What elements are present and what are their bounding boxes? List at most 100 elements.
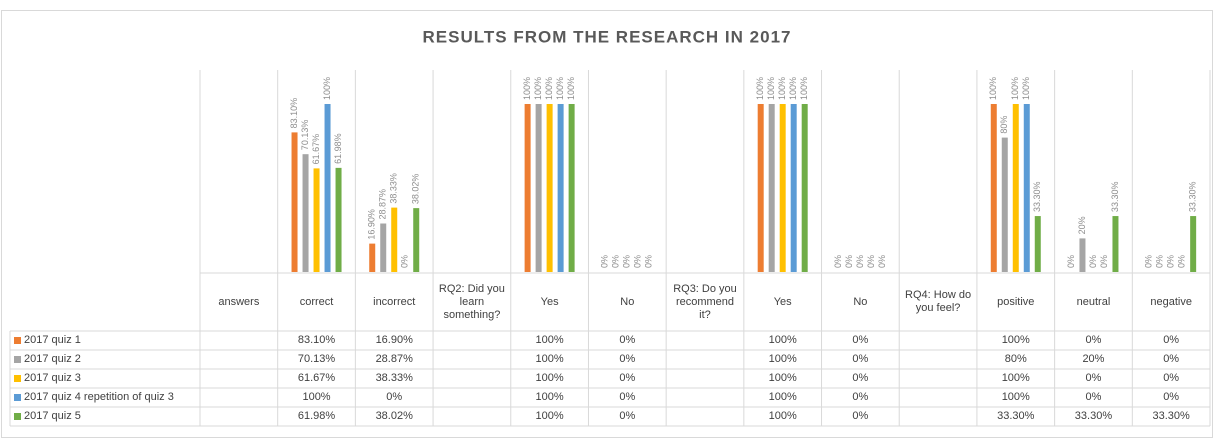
data-label: 0% [1177,255,1187,268]
table-value: 0% [852,410,869,422]
table-value: 100% [768,334,797,346]
bar [990,104,997,272]
legend-label: 2017 quiz 1 [24,334,81,346]
bar [1012,104,1019,272]
data-label: 0% [1088,255,1098,268]
data-label: 100% [555,77,565,100]
bar [1112,216,1119,272]
table-value: 0% [386,391,403,403]
bar [557,104,564,272]
data-label: 100% [988,77,998,100]
data-label: 38.02% [411,174,421,205]
data-label: 70.13% [300,120,310,151]
data-label: 16.90% [367,209,377,240]
data-label: 0% [1166,255,1176,268]
table-value: 83.10% [297,334,336,346]
table-value: 100% [768,353,797,365]
legend-label: 2017 quiz 4 repetition of quiz 3 [24,391,174,403]
bar [768,104,775,272]
data-label: 28.87% [378,189,388,220]
data-label: 100% [322,77,332,100]
data-label: 100% [799,77,809,100]
data-label: 100% [544,77,554,100]
data-label: 0% [400,255,410,268]
data-label: 0% [855,255,865,268]
table-value: 80% [1004,353,1027,365]
bar [413,208,420,272]
bar [757,104,764,272]
data-label: 0% [633,255,643,268]
data-label: 61.98% [333,133,343,164]
table-value: 0% [619,372,636,384]
table-value: 0% [852,334,869,346]
bar [1190,216,1197,272]
bar [380,223,387,272]
table-value: 100% [535,391,564,403]
data-label: 0% [1066,255,1076,268]
table-value: 0% [619,353,636,365]
table-value: 70.13% [297,353,336,365]
table-value: 28.87% [375,353,413,365]
table-value: 0% [852,353,869,365]
category-label: correct [299,295,334,308]
category-label: Yes [540,295,559,308]
category-label: RQ2: Did you learn something? [438,282,505,321]
data-label: 100% [522,77,532,100]
data-label: 33.30% [1188,182,1198,213]
table-value: 0% [1085,334,1102,346]
data-label: 33.30% [1032,182,1042,213]
data-label: 33.30% [1110,182,1120,213]
bar [313,168,320,272]
bar [1079,238,1086,272]
table-value: 16.90% [375,334,413,346]
category-label: neutral [1076,295,1111,308]
legend-swatch [14,375,21,382]
table-value: 0% [619,334,636,346]
bar [568,104,575,272]
data-label: 0% [1155,255,1165,268]
legend-swatch [14,413,21,420]
table-value: 100% [768,391,797,403]
table-value: 0% [852,391,869,403]
table-value: 100% [1001,372,1030,384]
category-label: negative [1150,295,1192,308]
data-label: 0% [622,255,632,268]
data-label: 100% [566,77,576,100]
data-label: 0% [1144,255,1154,268]
category-label: RQ4: How do you feel? [905,289,972,314]
table-value: 100% [535,372,564,384]
data-label: 83.10% [289,98,299,129]
bar [291,132,298,272]
data-label: 100% [788,77,798,100]
table-value: 0% [619,391,636,403]
table-value: 100% [535,334,564,346]
legend-entry: 2017 quiz 1 [10,331,200,350]
data-label: 0% [611,255,621,268]
data-label: 0% [866,255,876,268]
bar [302,154,309,272]
bar [801,104,808,272]
legend-entry: 2017 quiz 4 repetition of quiz 3 [10,388,200,407]
data-label: 100% [766,77,776,100]
table-value: 0% [852,372,869,384]
table-value: 100% [768,410,797,422]
table-value: 100% [768,372,797,384]
legend-swatch [14,337,21,344]
bar [1001,137,1008,272]
legend-swatch [14,356,21,363]
table-value: 61.98% [297,410,336,422]
data-label: 0% [844,255,854,268]
data-label: 20% [1077,216,1087,234]
data-label: 0% [1099,255,1109,268]
category-label: RQ3: Do you recommend it? [673,282,737,321]
bar [335,167,342,272]
category-label: answers [218,295,260,308]
data-label: 100% [1010,77,1020,100]
legend-entry: 2017 quiz 3 [10,369,200,388]
data-label: 100% [1021,77,1031,100]
data-label: 100% [533,77,543,100]
table-value: 0% [1163,372,1180,384]
table-value: 0% [1085,372,1102,384]
